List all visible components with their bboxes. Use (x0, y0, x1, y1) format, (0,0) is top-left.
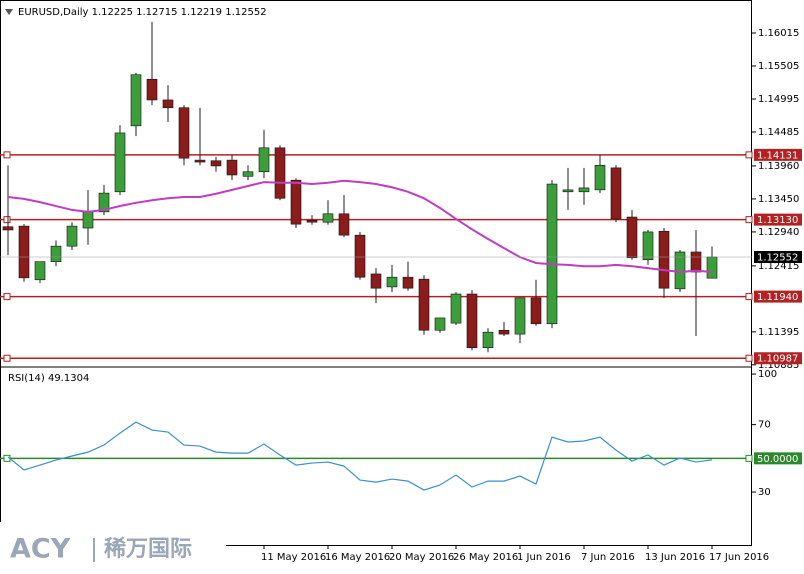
candle-body (130, 74, 142, 127)
y-tick-label: 1.10885 (758, 360, 799, 371)
candle-body (162, 99, 174, 109)
candle-body (402, 276, 414, 289)
candle-body (66, 225, 78, 247)
candle-body (450, 293, 462, 324)
level-label-bg (754, 352, 802, 365)
candle-body (290, 179, 302, 225)
candle-body (514, 297, 526, 335)
current-price-label: 1.12552 (757, 253, 798, 264)
candle-body (258, 147, 270, 173)
candle-body (690, 251, 702, 273)
candle-body (434, 317, 446, 331)
level-anchor (745, 293, 753, 301)
candle-body (354, 234, 366, 278)
candle-body (370, 273, 382, 289)
watermark-name: 稀万国际 (104, 536, 192, 562)
candle-body (498, 329, 510, 335)
candle-body (98, 192, 110, 213)
y-tick-label: 1.14485 (758, 127, 799, 138)
candle-body (82, 211, 94, 229)
candle-body (642, 231, 654, 261)
candle-body (274, 147, 286, 199)
y-tick-label: 1.12415 (758, 261, 799, 272)
watermark-bg (0, 522, 226, 574)
candle-body (194, 159, 206, 163)
level-label: 1.13130 (757, 215, 798, 226)
candle-body (338, 213, 350, 236)
candle-body (2, 226, 14, 231)
level-anchor (3, 354, 11, 362)
level-label: 1.10987 (757, 354, 798, 365)
level-label-bg (754, 148, 802, 161)
level-label-bg (754, 290, 802, 303)
candle-body (242, 171, 254, 177)
candle-body (178, 107, 190, 159)
y-tick-label: 1.13960 (758, 161, 799, 172)
level-anchor (3, 151, 11, 159)
x-tick-label: 1 Jun 2016 (517, 552, 571, 563)
y-tick-label: 70 (758, 420, 771, 431)
x-tick-label: 17 Jun 2016 (709, 552, 769, 563)
candle-body (146, 78, 158, 101)
candle-body (578, 187, 590, 193)
x-tick-label: 16 May 2016 (325, 552, 390, 563)
x-tick-label: 7 Jun 2016 (581, 552, 635, 563)
candle-body (306, 219, 318, 223)
candle-body (418, 278, 430, 331)
level-anchor (745, 151, 753, 159)
marks: 1.16015 1.15505 1.14995 1.14485 1.13960 1.134… (0, 21, 802, 563)
level-label: 1.11940 (757, 292, 798, 303)
candle-body (18, 225, 30, 279)
candle-body (50, 245, 62, 262)
candle-body (210, 160, 222, 167)
title-icon (5, 9, 13, 15)
level-label-bg (754, 452, 802, 465)
candle-body (562, 189, 574, 193)
moving-average (7, 179, 713, 274)
candle-body (482, 331, 494, 348)
x-tick-label: 13 Jun 2016 (645, 552, 705, 563)
level-anchor (745, 354, 753, 362)
current-price-bg (754, 251, 802, 264)
candle-body (594, 164, 606, 191)
plot-frame (0, 0, 752, 546)
level-anchor (3, 293, 11, 301)
x-tick-label: 26 May 2016 (453, 552, 518, 563)
candle-body (322, 213, 334, 223)
candle-body (114, 132, 126, 193)
candle-body (530, 297, 542, 325)
candle-body (658, 230, 670, 289)
candle-body (626, 216, 638, 259)
x-tick-label: 20 May 2016 (389, 552, 454, 563)
level-label-bg (754, 213, 802, 226)
candle-body (610, 167, 622, 220)
candle-body (34, 261, 46, 281)
candle-body (386, 276, 398, 288)
level-anchor (745, 216, 753, 224)
y-tick-label: 1.14995 (758, 94, 799, 105)
level-label: 50.0000 (757, 454, 798, 465)
y-tick-label: 1.13450 (758, 194, 799, 205)
x-tick-label: 11 May 2016 (261, 552, 326, 563)
level-label: 1.14131 (757, 150, 798, 161)
candle-body (546, 183, 558, 325)
chart-title: EURUSD,Daily 1.12225 1.12715 1.12219 1.1… (18, 7, 267, 18)
level-anchor (3, 216, 11, 224)
rsi-title: RSI(14) 49.1304 (8, 373, 89, 384)
y-tick-label: 1.11395 (758, 327, 799, 338)
y-tick-label: 1.15505 (758, 61, 799, 72)
candle-body (466, 293, 478, 348)
rsi-line (7, 421, 713, 491)
candle-body (226, 159, 238, 176)
candle-body (706, 256, 718, 279)
candle-body (674, 251, 686, 290)
level-anchor (745, 454, 753, 462)
y-tick-label: 1.16015 (758, 28, 799, 39)
y-tick-label: 1.12940 (758, 227, 799, 238)
y-tick-label: 100 (758, 369, 777, 380)
watermark-brand: ACY (10, 534, 71, 565)
y-tick-label: 30 (758, 487, 771, 498)
